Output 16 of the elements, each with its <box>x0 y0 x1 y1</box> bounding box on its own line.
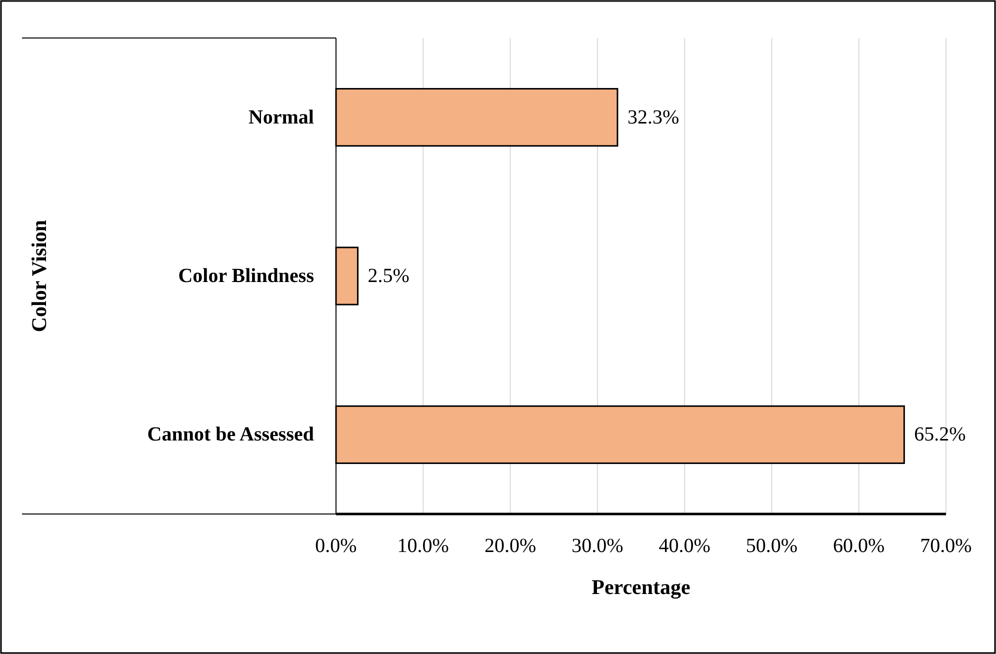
x-tick-label: 10.0% <box>397 535 449 557</box>
y-tick-label: Normal <box>248 106 314 128</box>
x-axis-title: Percentage <box>592 575 690 599</box>
x-tick-label: 40.0% <box>658 535 710 557</box>
y-tick-label: Color Blindness <box>178 265 314 287</box>
y-axis-title: Color Vision <box>27 220 51 332</box>
data-label: 65.2% <box>914 424 966 446</box>
x-tick-label: 0.0% <box>315 535 357 557</box>
x-tick-label: 20.0% <box>484 535 536 557</box>
y-tick-label: Cannot be Assessed <box>147 424 314 446</box>
x-tick-label: 60.0% <box>833 535 885 557</box>
x-tick-label: 30.0% <box>572 535 624 557</box>
x-tick-label: 50.0% <box>746 535 798 557</box>
data-label: 32.3% <box>627 106 680 128</box>
x-tick-label: 70.0% <box>920 535 972 557</box>
data-label: 2.5% <box>368 265 410 287</box>
